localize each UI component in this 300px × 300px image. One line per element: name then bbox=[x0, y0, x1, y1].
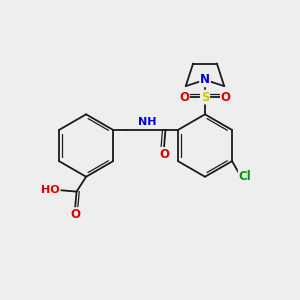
Text: O: O bbox=[179, 91, 189, 103]
Text: Cl: Cl bbox=[239, 169, 251, 182]
Text: O: O bbox=[221, 91, 231, 103]
Text: HO: HO bbox=[41, 185, 60, 195]
Text: N: N bbox=[200, 74, 210, 86]
Text: NH: NH bbox=[138, 117, 156, 127]
Text: O: O bbox=[159, 148, 169, 161]
Text: S: S bbox=[201, 91, 209, 103]
Text: O: O bbox=[70, 208, 80, 221]
